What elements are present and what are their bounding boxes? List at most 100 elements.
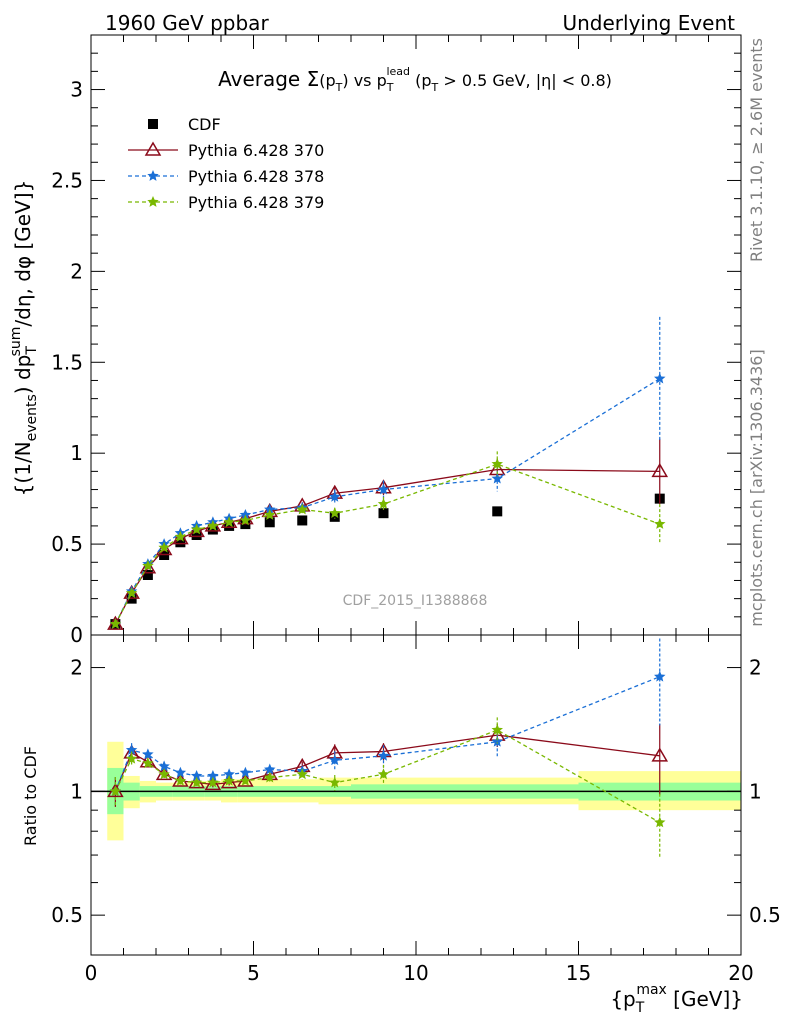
- rivet-label: Rivet 3.1.10, ≥ 2.6M events: [747, 38, 766, 262]
- y-tick-label-main: 1: [70, 441, 83, 465]
- data-point: [329, 490, 341, 502]
- legend-item: Pythia 6.428 370: [128, 141, 324, 160]
- data-point: [158, 541, 170, 553]
- data-point: [139, 559, 157, 574]
- data-point: [237, 510, 254, 525]
- x-tick-label: 0: [85, 961, 98, 985]
- y-tick-label-main: 0.5: [51, 532, 83, 556]
- data-point: [264, 503, 276, 515]
- series-line: [114, 378, 661, 625]
- ratio-point: [204, 775, 222, 791]
- y-tick-label-main: 3: [70, 78, 83, 102]
- legend-marker: [144, 141, 162, 156]
- legend: CDF Pythia 6.428 370 Pythia 6.428 378 Pythi…: [128, 115, 324, 212]
- y-axis-label-main: {(1/Nevents) dpTsum/dη, dφ [GeV]}: [8, 180, 40, 497]
- ratio-point: [174, 774, 187, 786]
- data-point: [175, 537, 186, 548]
- y-tick-label-ratio-right: 0.5: [749, 903, 781, 927]
- legend-marker: [147, 170, 159, 181]
- ratio-plot-axes: 0 5 10 15 20 0.5 0.5 1 1 2 2: [51, 634, 781, 985]
- analysis-watermark: CDF_2015_I1388868: [343, 593, 488, 609]
- legend-marker: [148, 119, 158, 129]
- data-point: [329, 511, 340, 522]
- data-point: [329, 507, 341, 518]
- data-point: [172, 530, 189, 545]
- ratio-point: [329, 776, 341, 788]
- ratio-point: [239, 774, 252, 786]
- y-tick-label-main: 2.5: [51, 168, 83, 192]
- data-point: [491, 472, 503, 484]
- data-point: [191, 530, 202, 540]
- y-tick-label-ratio-right: 1: [749, 779, 762, 803]
- data-point: [142, 559, 154, 571]
- ratio-point: [491, 735, 503, 747]
- x-axis-label: {pTmax [GeV]}: [610, 982, 743, 1016]
- data-point: [142, 570, 153, 580]
- data-point: [223, 516, 235, 528]
- ratio-point: [207, 776, 219, 788]
- data-point: [378, 508, 389, 519]
- data-point: [125, 587, 138, 598]
- y-tick-label-ratio-right: 2: [749, 656, 762, 680]
- data-point: [654, 518, 666, 529]
- data-point: [264, 517, 275, 528]
- ratio-point: [377, 749, 390, 761]
- data-point: [654, 372, 666, 384]
- ratio-point: [329, 754, 341, 766]
- data-point: [491, 458, 503, 469]
- ratio-series-2: [109, 717, 666, 857]
- process-label: Underlying Event: [562, 11, 735, 35]
- data-point: [296, 503, 308, 515]
- ratio-point: [125, 744, 138, 755]
- data-point: [377, 483, 390, 495]
- ratio-point: [651, 747, 669, 762]
- x-tick-label: 5: [247, 961, 260, 985]
- y-tick-label-ratio: 1: [70, 779, 83, 803]
- ratio-point: [125, 752, 138, 764]
- ratio-point: [239, 766, 252, 778]
- y-tick-label-main: 0: [70, 623, 83, 647]
- ratio-point: [158, 768, 170, 780]
- ratio-point: [654, 816, 666, 828]
- series-2: [109, 316, 666, 629]
- y-tick-label-ratio: 2: [70, 656, 83, 680]
- legend-item: Pythia 6.428 378: [128, 167, 324, 186]
- ratio-point: [207, 770, 219, 781]
- series-3: [109, 451, 666, 629]
- data-point: [224, 520, 235, 531]
- y-axis-label-ratio: Ratio to CDF: [21, 746, 40, 846]
- data-point: [109, 618, 122, 629]
- x-tick-label: 20: [728, 961, 753, 985]
- y-tick-label-ratio: 0.5: [51, 903, 83, 927]
- x-tick-label: 10: [403, 961, 428, 985]
- data-point: [207, 519, 219, 531]
- ratio-point: [223, 768, 235, 780]
- ratio-point: [654, 670, 666, 682]
- ratio-point: [109, 785, 122, 797]
- legend-label: CDF: [188, 115, 221, 134]
- x-tick-label: 15: [566, 961, 591, 985]
- data-point: [174, 530, 187, 542]
- mcplots-label: mcplots.cern.ch [arXiv:1306.3436]: [747, 349, 766, 626]
- legend-label: Pythia 6.428 370: [188, 141, 324, 160]
- main-plot-axes: 0 0.5 1 1.5 2 2.5 3: [51, 34, 742, 647]
- data-point: [239, 514, 252, 526]
- ratio-point: [158, 760, 170, 772]
- y-tick-label-main: 1.5: [51, 350, 83, 374]
- data-point: [155, 541, 173, 556]
- plot-title: Average Σ(pT) vs pTlead (pT > 0.5 GeV, |…: [218, 65, 612, 94]
- ratio-line: [114, 729, 661, 824]
- ratio-point: [491, 724, 503, 735]
- ratio-series-1: [109, 638, 666, 807]
- ratio-point: [142, 748, 154, 760]
- ratio-point: [264, 771, 276, 783]
- ratio-point: [139, 753, 157, 768]
- data-point: [190, 523, 203, 535]
- legend-marker: [147, 196, 159, 207]
- ratio-point: [377, 768, 390, 780]
- data-point: [492, 506, 503, 517]
- energy-label: 1960 GeV ppbar: [105, 11, 269, 35]
- legend-item: Pythia 6.428 379: [128, 193, 324, 212]
- data-point: [188, 522, 205, 538]
